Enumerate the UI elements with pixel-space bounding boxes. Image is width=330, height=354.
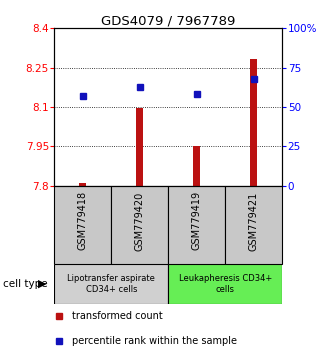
Text: GSM779418: GSM779418 (78, 191, 88, 250)
Bar (136, 108, 143, 186)
Text: Lipotransfer aspirate
CD34+ cells: Lipotransfer aspirate CD34+ cells (67, 274, 155, 294)
Text: GSM779419: GSM779419 (192, 191, 202, 250)
Bar (80, 183, 86, 186)
Text: percentile rank within the sample: percentile rank within the sample (72, 336, 237, 346)
Title: GDS4079 / 7967789: GDS4079 / 7967789 (101, 14, 236, 27)
Text: GSM779421: GSM779421 (249, 191, 259, 251)
Bar (250, 58, 257, 186)
Bar (112, 186, 168, 264)
Bar (168, 264, 282, 304)
Text: Leukapheresis CD34+
cells: Leukapheresis CD34+ cells (179, 274, 272, 294)
Text: transformed count: transformed count (72, 311, 163, 321)
Bar (54, 186, 112, 264)
Bar (193, 147, 200, 186)
Bar (54, 264, 168, 304)
Text: GSM779420: GSM779420 (135, 191, 145, 251)
Bar (168, 186, 225, 264)
Bar (225, 186, 282, 264)
Text: cell type: cell type (3, 279, 48, 289)
Text: ▶: ▶ (38, 279, 47, 289)
